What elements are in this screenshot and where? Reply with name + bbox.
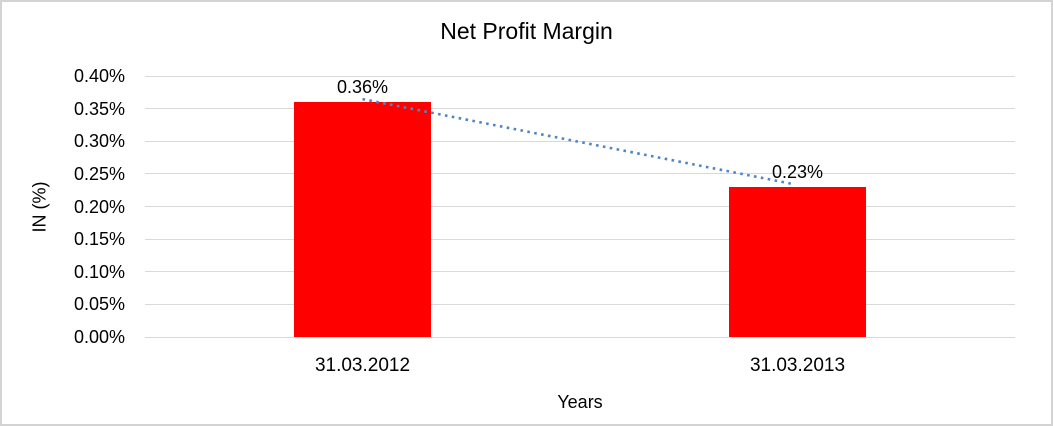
gridline — [145, 173, 1015, 175]
bar-data-label: 0.23% — [771, 161, 824, 182]
gridline — [145, 108, 1015, 110]
x-tick-label: 31.03.2012 — [314, 355, 411, 376]
gridline — [145, 271, 1015, 273]
y-tick-label: 0.05% — [73, 294, 125, 315]
y-tick-label: 0.30% — [73, 131, 125, 152]
gridline — [145, 75, 1015, 77]
bar-data-label: 0.36% — [336, 77, 389, 98]
y-tick-label: 0.25% — [73, 163, 125, 184]
y-tick-label: 0.40% — [73, 66, 125, 86]
gridline — [145, 206, 1015, 207]
gridline — [145, 140, 1015, 142]
y-tick-label: 0.15% — [73, 229, 125, 250]
y-tick-label: 0.10% — [73, 261, 125, 282]
bar — [294, 102, 431, 337]
gridline — [145, 303, 1015, 305]
x-tick-label: 31.03.2013 — [749, 355, 846, 376]
x-axis-title: Years — [557, 392, 603, 412]
chart-title: Net Profit Margin — [440, 18, 613, 44]
bar — [729, 186, 866, 337]
gridline — [145, 238, 1015, 240]
y-tick-label: 0.20% — [73, 196, 125, 217]
gridline — [145, 336, 1015, 338]
y-tick-label: 0.35% — [73, 98, 125, 119]
y-tick-label: 0.00% — [73, 327, 125, 347]
